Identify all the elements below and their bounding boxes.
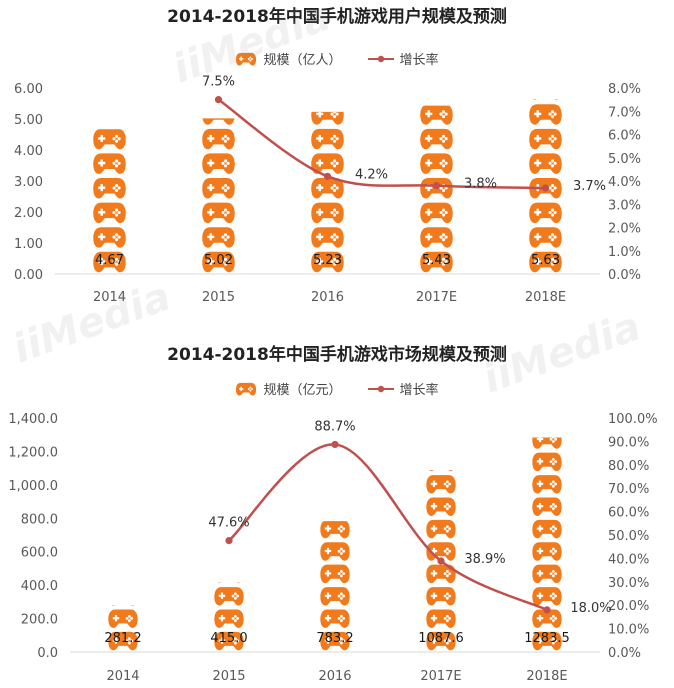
bar-2018E — [529, 99, 562, 273]
y-left-tick-label: 5.00 — [14, 113, 43, 128]
y-left-tick-label: 6.00 — [14, 82, 43, 97]
growth-line — [217, 98, 546, 190]
legend-item-line: 增长率 — [367, 379, 439, 398]
y-left-tick-label: 1.00 — [14, 237, 43, 252]
y-right-tick-label: 30.0% — [608, 576, 649, 591]
line-marker-icon — [367, 55, 394, 62]
x-tick-label: 2017E — [420, 669, 461, 684]
y-left-tick-label: 0.0 — [37, 646, 58, 661]
bar-value-label: 281.2 — [104, 631, 141, 646]
line-marker-icon — [367, 385, 394, 392]
x-tick-label: 2014 — [93, 290, 126, 305]
growth-point — [323, 172, 332, 180]
x-tick-label: 2016 — [318, 669, 351, 684]
growth-line — [228, 443, 548, 612]
chart-title: 2014-2018年中国手机游戏用户规模及预测 — [167, 7, 507, 27]
x-tick-label: 2018E — [526, 669, 567, 684]
y-right-tick-label: 70.0% — [608, 482, 649, 497]
x-tick-label: 2014 — [106, 669, 139, 684]
bar-value-label: 783.2 — [316, 631, 353, 646]
growth-value-label: 7.5% — [202, 75, 235, 90]
y-right-tick-label: 20.0% — [608, 599, 649, 614]
legend-label-line: 增长率 — [399, 53, 439, 68]
y-right-tick-label: 100.0% — [608, 412, 658, 427]
x-tick-label: 2017E — [416, 290, 457, 305]
y-left-tick-label: 1,200.0 — [8, 445, 58, 460]
growth-value-label: 47.6% — [208, 516, 249, 531]
bar-2014 — [93, 129, 126, 273]
x-tick-label: 2016 — [311, 290, 344, 305]
y-right-tick-label: 6.0% — [608, 129, 641, 144]
growth-point — [541, 184, 550, 192]
y-right-tick-label: 4.0% — [608, 175, 641, 190]
legend-label-bar: 规模（亿人） — [263, 53, 342, 68]
plot-area: 0.0 200.0 400.0 600.0 800.0 1,000.0 1,200.0 1,4… — [8, 412, 658, 684]
bar-value-label: 1283.5 — [524, 631, 570, 646]
growth-point — [331, 440, 339, 449]
x-tick-label: 2018E — [525, 290, 566, 305]
market-scale-chart: 2014-2018年中国手机游戏市场规模及预测 规模（亿元） 增长率 0.0 20… — [0, 330, 674, 688]
bar-value-label: 5.63 — [531, 253, 560, 268]
bar-value-label: 5.23 — [313, 253, 342, 268]
bar-2016 — [311, 111, 344, 273]
y-right-tick-label: 3.0% — [608, 198, 641, 213]
growth-value-label: 3.7% — [573, 179, 606, 194]
user-scale-chart: 2014-2018年中国手机游戏用户规模及预测 规模（亿人） 增长率 0.00 1… — [0, 0, 674, 320]
y-left-tick-label: 600.0 — [21, 546, 58, 561]
y-left-tick-label: 200.0 — [21, 613, 58, 628]
y-right-tick-label: 0.0% — [608, 646, 641, 661]
x-tick-label: 2015 — [212, 669, 245, 684]
y-right-tick-label: 80.0% — [608, 459, 649, 474]
y-right-tick-label: 1.0% — [608, 245, 641, 260]
y-right-tick-label: 2.0% — [608, 222, 641, 237]
y-left-tick-label: 4.00 — [14, 144, 43, 159]
y-left-tick-label: 3.00 — [14, 175, 43, 190]
legend-item-bar: 规模（亿元） — [235, 379, 342, 398]
y-right-tick-label: 0.0% — [608, 268, 641, 283]
y-right-tick-label: 90.0% — [608, 435, 649, 450]
x-tick-label: 2015 — [202, 290, 235, 305]
bar-value-label: 5.43 — [422, 253, 451, 268]
bar-value-label: 1087.6 — [418, 631, 464, 646]
legend-label-line: 增长率 — [399, 383, 439, 398]
bar-2015 — [202, 118, 235, 273]
y-right-tick-label: 8.0% — [608, 82, 641, 97]
y-right-tick-label: 10.0% — [608, 623, 649, 638]
y-left-tick-label: 800.0 — [21, 512, 58, 527]
y-right-tick-label: 7.0% — [608, 105, 641, 120]
y-left-tick-label: 1,000.0 — [8, 479, 58, 494]
growth-point — [543, 606, 551, 614]
legend-item-line: 增长率 — [367, 49, 439, 68]
y-left-tick-label: 2.00 — [14, 206, 43, 221]
growth-value-label: 4.2% — [355, 167, 388, 182]
chart-legend: 规模（亿元） 增长率 — [0, 379, 674, 398]
plot-area: 0.00 1.00 2.00 3.00 4.00 5.00 6.00 0.0% 1.0% 2.0%… — [14, 75, 641, 305]
y-right-tick-label: 60.0% — [608, 506, 649, 521]
y-left-tick-label: 0.00 — [14, 268, 43, 283]
growth-point — [225, 537, 233, 545]
chart-title: 2014-2018年中国手机游戏市场规模及预测 — [167, 345, 507, 365]
bar-2018E — [532, 437, 562, 651]
growth-point — [437, 557, 445, 565]
growth-value-label: 18.0% — [570, 601, 611, 616]
y-left-tick-label: 400.0 — [21, 579, 58, 594]
growth-value-label: 38.9% — [464, 552, 505, 567]
growth-point — [214, 96, 223, 104]
y-right-tick-label: 5.0% — [608, 152, 641, 167]
legend-label-bar: 规模（亿元） — [263, 383, 342, 398]
y-left-tick-label: 1,400.0 — [8, 412, 58, 427]
y-right-tick-label: 40.0% — [608, 552, 649, 567]
growth-value-label: 88.7% — [314, 419, 355, 434]
bar-value-label: 415.0 — [210, 631, 247, 646]
bar-value-label: 4.67 — [95, 253, 124, 268]
legend-item-bar: 规模（亿人） — [235, 49, 342, 68]
chart-legend: 规模（亿人） 增长率 — [0, 49, 674, 68]
bar-value-label: 5.02 — [204, 253, 233, 268]
growth-value-label: 3.8% — [464, 177, 497, 192]
growth-point — [432, 182, 441, 190]
y-right-tick-label: 50.0% — [608, 529, 649, 544]
